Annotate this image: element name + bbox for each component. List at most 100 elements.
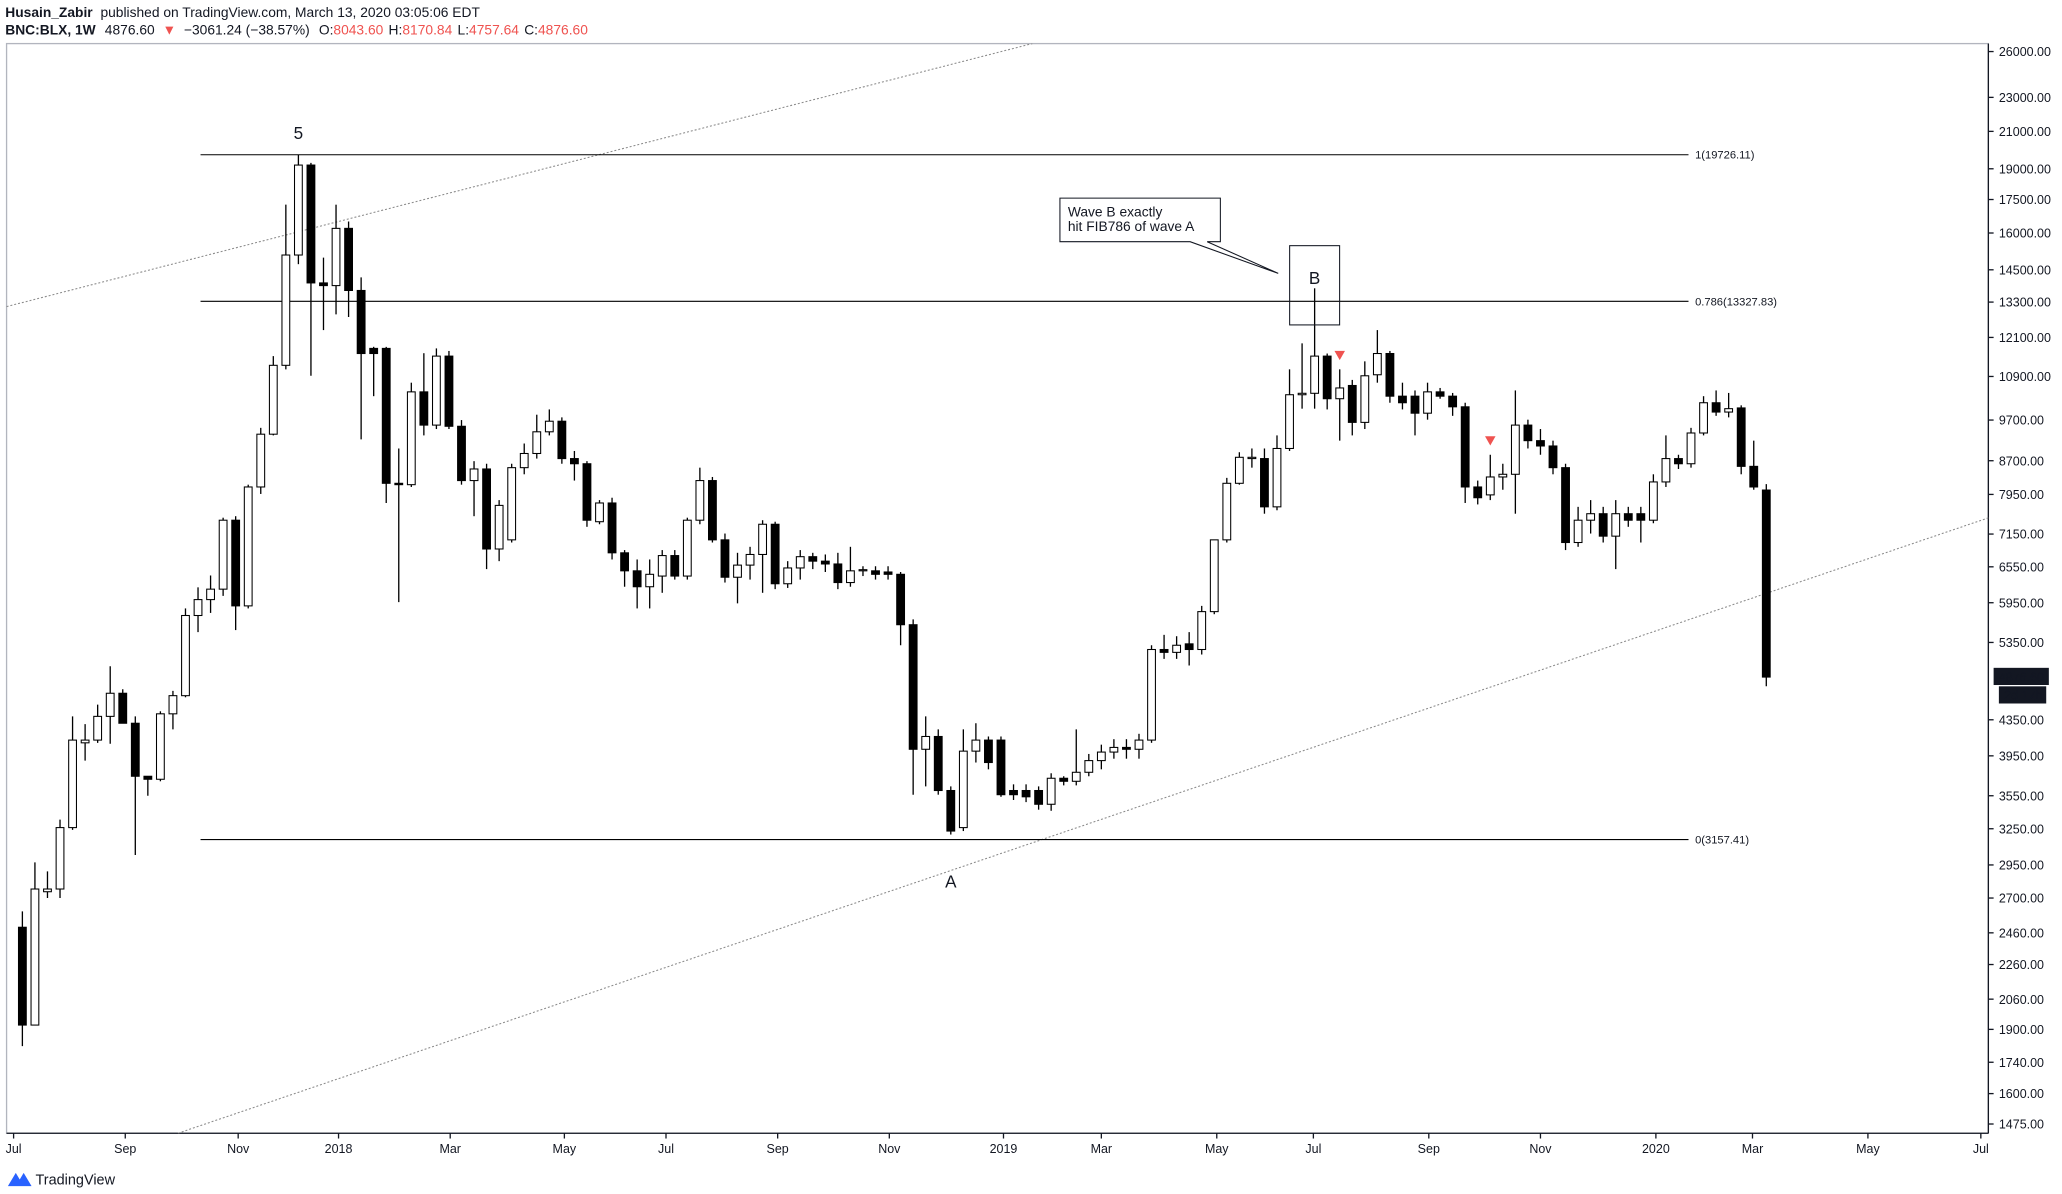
ohlc-key: L:	[458, 21, 470, 37]
x-tick-label: Mar	[439, 1142, 461, 1156]
candle-body	[1611, 513, 1621, 537]
candle-body	[1021, 789, 1031, 798]
candle-body	[1410, 395, 1420, 414]
callout-text: hit FIB786 of wave A	[1068, 218, 1195, 234]
candle-body	[532, 431, 542, 455]
candle-body	[381, 347, 391, 484]
candle-body	[896, 573, 906, 626]
candle-body	[419, 391, 429, 426]
candle-body	[569, 458, 579, 465]
plot-area: 1(19726.11) 0.786(13327.83) 0(3157.41)	[6, 43, 1989, 1134]
candle-body	[1046, 777, 1056, 805]
y-tick-label: 7950.00	[1999, 488, 2044, 502]
y-tick-label: 26000.00	[1999, 45, 2051, 59]
symbol: BNC:BLX, 1W	[5, 21, 96, 37]
x-tick-label: May	[1205, 1142, 1229, 1156]
y-tick-label: 17500.00	[1999, 193, 2051, 207]
ohlc-key: C:	[524, 21, 538, 37]
candle-body	[758, 523, 768, 555]
candle-body	[494, 504, 504, 550]
change-arrow: ▼	[162, 21, 176, 37]
candle-body	[1448, 395, 1458, 408]
candle-body	[1749, 465, 1759, 488]
candle-body	[871, 570, 880, 575]
candle-body	[1335, 387, 1345, 400]
candle-body	[168, 695, 178, 715]
candle-body	[833, 563, 843, 584]
header-line-2: BNC:BLX, 1W 4876.60 ▼ −3061.24 (−38.57%)…	[5, 21, 588, 37]
ohlc-value: 8170.84	[402, 21, 452, 37]
candle-body	[1686, 432, 1696, 465]
x-tick-label: Jul	[1973, 1142, 1989, 1156]
y-tick-label: 23000.00	[1999, 91, 2051, 105]
candle-body	[143, 775, 153, 780]
candle-body	[80, 739, 90, 744]
candle-body	[406, 391, 416, 486]
x-tick-label: May	[1856, 1142, 1880, 1156]
y-tick-label: 14500.00	[1999, 263, 2051, 277]
wave-label: 5	[294, 123, 304, 143]
trendline	[177, 517, 1989, 1134]
candle-body	[1209, 539, 1219, 613]
candle-body	[820, 560, 830, 565]
candle-body	[344, 227, 353, 291]
candle-body	[482, 468, 492, 550]
candle-body	[1385, 352, 1395, 397]
candle-body	[1498, 473, 1508, 478]
y-tick-label: 12100.00	[1999, 331, 2051, 345]
last-price: 4876.60	[105, 21, 155, 37]
y-tick-label: 9700.00	[1999, 414, 2044, 428]
candle-body	[1724, 408, 1734, 413]
candle-body	[1360, 375, 1370, 423]
candle-body	[1485, 476, 1495, 496]
candle-body	[1197, 611, 1207, 651]
candle-body	[695, 480, 705, 521]
y-tick-label: 7150.00	[1999, 528, 2044, 542]
countdown-box	[1998, 686, 2047, 704]
candle-body	[908, 624, 918, 750]
countdown: 2d 17h	[2004, 689, 2042, 703]
header-line-1: Husain_Zabir published on TradingView.co…	[5, 4, 480, 20]
x-tick-label: Nov	[878, 1142, 901, 1156]
candle-body	[268, 364, 278, 435]
candle-body	[331, 227, 341, 287]
candle-body	[43, 888, 52, 893]
x-tick-label: Mar	[1742, 1142, 1764, 1156]
brand: TradingView	[36, 1173, 116, 1189]
candle-body	[1636, 513, 1646, 521]
candle-body	[231, 519, 241, 607]
x-tick-label: Jul	[658, 1142, 674, 1156]
x-tick-label: 2020	[1642, 1142, 1670, 1156]
candle-body	[544, 420, 554, 433]
y-tick-label: 1900.00	[1999, 1023, 2044, 1037]
candle-body	[444, 355, 454, 427]
candle-body	[243, 486, 253, 607]
candle-body	[1347, 384, 1357, 423]
candle-body	[105, 692, 115, 717]
y-tick-label: 6550.00	[1999, 560, 2044, 574]
candle-body	[1473, 486, 1483, 499]
candle-body	[795, 556, 805, 569]
candle-body	[1435, 391, 1445, 397]
candle-body	[770, 523, 780, 585]
y-tick-label: 5350.00	[1999, 636, 2044, 650]
fib-label: 0.786(13327.83)	[1695, 296, 1777, 308]
candle-body	[720, 539, 730, 578]
candle-body	[1523, 424, 1533, 442]
candle-body	[921, 735, 931, 750]
candle-body	[118, 692, 128, 724]
y-tick-label: 8700.00	[1999, 454, 2044, 468]
x-tick-label: 2019	[990, 1142, 1018, 1156]
candle-body	[846, 570, 855, 584]
candle-body	[281, 254, 291, 366]
y-tick-label: 2700.00	[1999, 892, 2044, 906]
candle-body	[733, 564, 742, 578]
ohlc-key: H:	[389, 21, 403, 37]
candle-body	[30, 888, 40, 1026]
x-tick-label: Mar	[1091, 1142, 1113, 1156]
candle-body	[1310, 355, 1320, 394]
x-tick-label: Nov	[227, 1142, 250, 1156]
y-tick-label: 1600.00	[1999, 1087, 2044, 1101]
